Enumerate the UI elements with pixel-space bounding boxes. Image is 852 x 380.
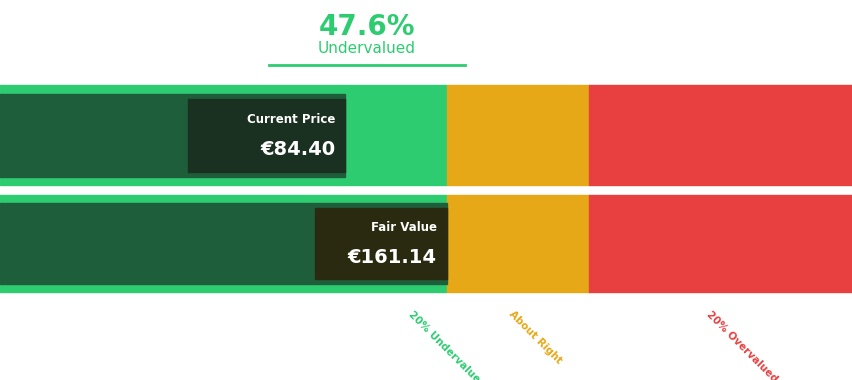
Bar (446, 86, 589, 185)
Text: 20% Overvalued: 20% Overvalued (704, 309, 779, 380)
Text: Fair Value: Fair Value (371, 222, 436, 234)
Text: €161.14: €161.14 (348, 248, 436, 267)
Bar (187, 99, 345, 172)
Bar (446, 195, 589, 292)
Text: Current Price: Current Price (246, 113, 335, 126)
Text: 47.6%: 47.6% (318, 13, 415, 41)
Bar (0, 86, 446, 185)
Bar (314, 208, 446, 279)
Text: 20% Undervalued: 20% Undervalued (406, 309, 486, 380)
Bar (589, 195, 852, 292)
Text: Undervalued: Undervalued (318, 41, 415, 57)
Text: €84.40: €84.40 (260, 140, 335, 159)
Bar (589, 86, 852, 185)
Bar (0, 94, 345, 177)
Text: About Right: About Right (506, 309, 563, 366)
Bar (0, 203, 446, 283)
Bar (0, 195, 446, 292)
